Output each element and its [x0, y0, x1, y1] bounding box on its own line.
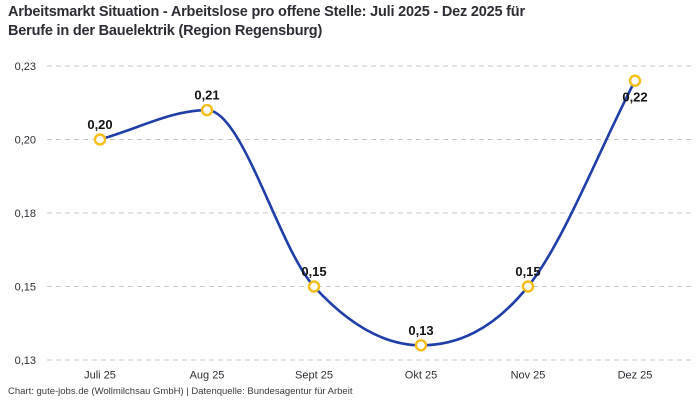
- data-point-label: 0,15: [301, 264, 326, 279]
- chart-attribution: Chart: gute-jobs.de (Wollmilchsau GmbH) …: [8, 386, 353, 397]
- data-point-marker: [414, 339, 428, 352]
- data-point-label: 0,20: [87, 117, 112, 132]
- data-point-label: 0,13: [408, 323, 433, 338]
- data-point-marker: [200, 103, 214, 117]
- data-point-label: 0,15: [515, 264, 540, 279]
- chart-title-line1: Arbeitsmarkt Situation - Arbeitslose pro…: [8, 4, 525, 20]
- x-tick-label: Dez 25: [618, 370, 653, 382]
- y-tick-label: 0,15: [15, 282, 36, 294]
- data-point-marker: [628, 74, 642, 87]
- data-point-marker: [521, 280, 535, 293]
- x-tick-label: Juli 25: [84, 370, 116, 382]
- x-tick-label: Okt 25: [405, 370, 437, 382]
- chart-title: Arbeitsmarkt Situation - Arbeitslose pro…: [8, 3, 688, 41]
- y-tick-label: 0,23: [15, 61, 36, 73]
- data-point-marker: [307, 280, 321, 293]
- y-tick-label: 0,20: [15, 135, 36, 147]
- chart-title-line2: Berufe in der Bauelektrik (Region Regens…: [8, 23, 323, 39]
- y-tick-label: 0,18: [15, 208, 36, 220]
- x-tick-label: Nov 25: [511, 370, 546, 382]
- data-point-label: 0,22: [622, 90, 647, 105]
- x-tick-label: Aug 25: [190, 370, 225, 382]
- data-point-label: 0,21: [194, 88, 219, 103]
- x-tick-label: Sept 25: [295, 370, 333, 382]
- y-tick-label: 0,13: [15, 355, 36, 367]
- data-point-marker: [93, 133, 107, 146]
